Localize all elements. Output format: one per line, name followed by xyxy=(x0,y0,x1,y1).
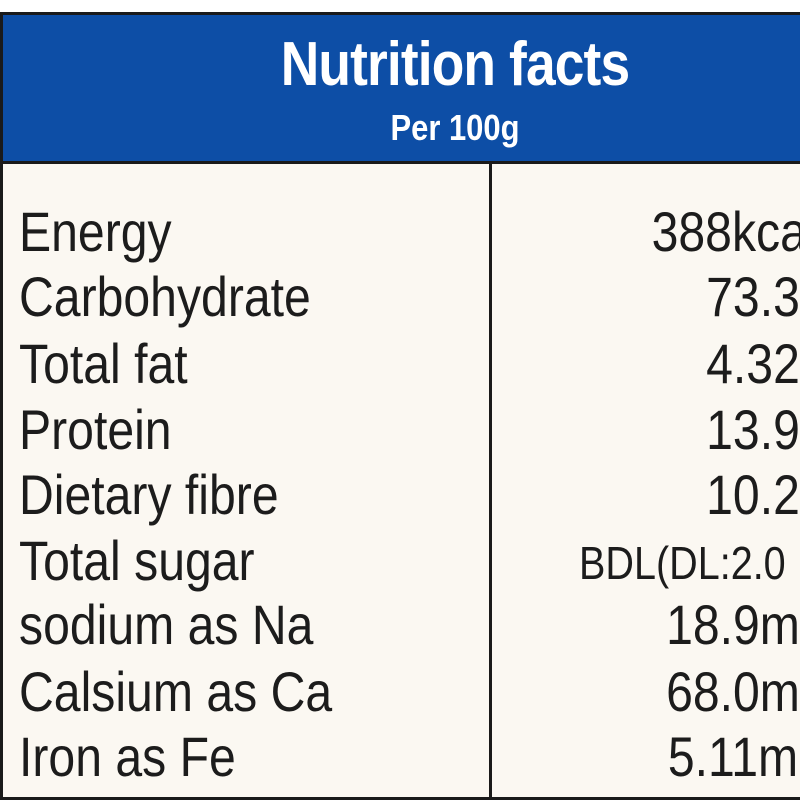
nutrient-row-carbohydrate: Carbohydrate 73.3 xyxy=(3,265,800,329)
nutrient-value: 68.0m xyxy=(666,660,800,723)
nutrient-value: 4.32 xyxy=(706,332,800,395)
nutrient-name: Energy xyxy=(19,200,172,263)
nutrient-value: 13.9 xyxy=(706,398,800,461)
nutrient-name: Protein xyxy=(19,398,172,461)
nutrient-row-dietary-fibre: Dietary fibre 10.2 xyxy=(3,463,800,527)
nutrient-name: Total fat xyxy=(19,332,188,395)
nutrient-value: BDL(DL:2.0 xyxy=(579,537,786,589)
nutrient-value: 388kca xyxy=(651,200,800,263)
nutrient-name: Dietary fibre xyxy=(19,463,279,526)
nutrition-header: Nutrition facts Per 100g xyxy=(3,15,800,164)
nutrient-row-iron: Iron as Fe 5.11m xyxy=(3,725,800,789)
nutrient-value: 73.3 xyxy=(706,265,800,328)
nutrient-name: Calsium as Ca xyxy=(19,660,333,723)
nutrient-name: Carbohydrate xyxy=(19,265,311,328)
nutrient-row-sodium: sodium as Na 18.9m xyxy=(3,593,800,657)
nutrient-row-energy: Energy 388kca xyxy=(3,200,800,264)
nutrient-name: Iron as Fe xyxy=(19,725,236,788)
nutrient-row-total-fat: Total fat 4.32 xyxy=(3,332,800,396)
nutrient-row-calcium: Calsium as Ca 68.0m xyxy=(3,660,800,724)
nutrient-row-total-sugar: Total sugar BDL(DL:2.0 xyxy=(3,529,800,593)
serving-basis: Per 100g xyxy=(390,107,520,148)
nutrient-name: sodium as Na xyxy=(19,593,314,656)
nutrient-name: Total sugar xyxy=(19,529,255,592)
nutrient-row-protein: Protein 13.9 xyxy=(3,398,800,462)
column-divider xyxy=(489,164,492,797)
nutrition-facts-panel: Nutrition facts Per 100g Energy 388kca C… xyxy=(0,12,800,800)
nutrient-value: 10.2 xyxy=(706,463,800,526)
nutrition-title: Nutrition facts xyxy=(280,30,630,99)
nutrient-value: 18.9m xyxy=(666,593,800,656)
nutrient-value: 5.11m xyxy=(667,725,799,788)
